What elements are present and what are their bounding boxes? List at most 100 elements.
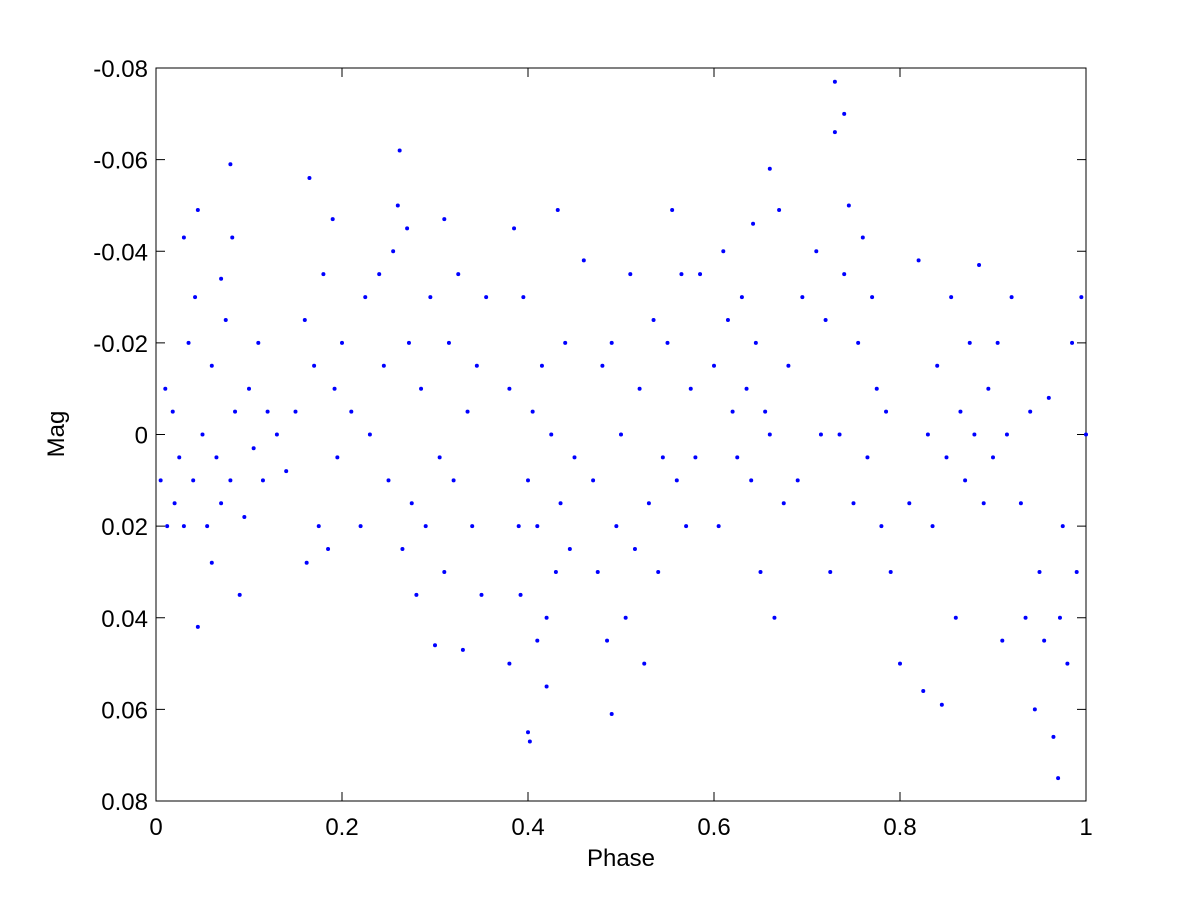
data-point — [581, 258, 586, 263]
data-point — [758, 569, 763, 574]
y-tick-label: -0.06 — [93, 148, 148, 175]
data-point — [814, 249, 819, 254]
data-point — [572, 455, 577, 460]
data-point — [191, 478, 196, 483]
data-point — [563, 340, 568, 345]
data-point — [284, 469, 289, 474]
data-point — [405, 226, 410, 231]
data-point — [930, 524, 935, 529]
data-point — [632, 547, 637, 552]
data-point — [451, 478, 456, 483]
data-point — [628, 272, 633, 277]
data-point — [433, 643, 437, 648]
data-point — [332, 386, 337, 391]
data-point — [870, 295, 875, 300]
data-point — [437, 455, 442, 460]
data-point — [818, 432, 823, 437]
data-point — [949, 295, 954, 300]
data-point — [800, 295, 805, 300]
y-tick-label: -0.04 — [93, 239, 148, 266]
data-point — [302, 317, 307, 322]
data-point — [395, 203, 400, 208]
data-point — [423, 524, 428, 529]
data-point — [521, 295, 526, 300]
data-point — [507, 386, 512, 391]
data-point — [484, 295, 489, 300]
data-point — [442, 217, 447, 222]
data-point — [888, 569, 893, 574]
data-point — [823, 317, 828, 322]
data-point — [518, 592, 523, 597]
data-point — [163, 386, 168, 391]
y-tick-label: -0.02 — [93, 331, 148, 358]
data-point — [205, 524, 210, 529]
data-point — [772, 615, 777, 620]
data-point — [721, 249, 726, 254]
data-point — [251, 446, 256, 451]
data-point — [158, 478, 163, 483]
data-point — [312, 363, 317, 368]
data-point — [1084, 432, 1088, 437]
data-point — [1046, 395, 1051, 400]
data-point — [233, 409, 238, 414]
data-point — [837, 432, 842, 437]
data-point — [1018, 501, 1023, 506]
data-point — [851, 501, 856, 506]
data-point — [646, 501, 651, 506]
data-point — [195, 624, 200, 629]
data-point — [749, 478, 754, 483]
data-point — [786, 363, 791, 368]
data-point — [195, 208, 200, 213]
data-point — [898, 661, 902, 666]
data-point — [181, 235, 186, 240]
data-point — [460, 647, 465, 652]
data-point — [939, 702, 944, 707]
data-point — [921, 689, 926, 694]
data-point — [391, 249, 396, 254]
data-point — [623, 615, 628, 620]
data-point — [600, 363, 605, 368]
data-point — [1009, 295, 1014, 300]
data-point — [274, 432, 279, 437]
data-point — [553, 569, 558, 574]
data-point — [419, 386, 424, 391]
data-point — [474, 363, 479, 368]
data-point — [777, 208, 782, 213]
data-point — [535, 638, 540, 643]
data-point — [828, 569, 833, 574]
data-point — [763, 409, 768, 414]
data-point — [609, 340, 614, 345]
data-point — [539, 363, 544, 368]
data-point — [963, 478, 968, 483]
data-point — [684, 524, 689, 529]
data-point — [326, 547, 331, 552]
data-point — [428, 295, 433, 300]
data-point — [1079, 295, 1084, 300]
data-point — [1060, 524, 1065, 529]
data-point — [526, 478, 530, 483]
x-axis-label: Phase — [587, 845, 655, 872]
data-point — [397, 148, 402, 153]
data-point — [860, 235, 865, 240]
data-point — [614, 524, 619, 529]
data-point — [781, 501, 786, 506]
data-point — [172, 501, 177, 506]
data-point — [981, 501, 986, 506]
data-point — [1065, 661, 1070, 666]
data-point — [367, 432, 372, 437]
data-point — [925, 432, 930, 437]
data-point — [591, 478, 596, 483]
data-point — [340, 340, 344, 345]
data-point — [1042, 638, 1047, 643]
x-tick-label: 0.6 — [697, 814, 730, 841]
data-point — [693, 455, 698, 460]
data-point — [535, 524, 540, 529]
data-point — [1057, 615, 1062, 620]
data-point — [209, 560, 214, 565]
data-point — [242, 514, 247, 519]
data-point — [995, 340, 1000, 345]
data-point — [260, 478, 265, 483]
data-point — [972, 432, 977, 437]
data-point — [751, 221, 756, 226]
